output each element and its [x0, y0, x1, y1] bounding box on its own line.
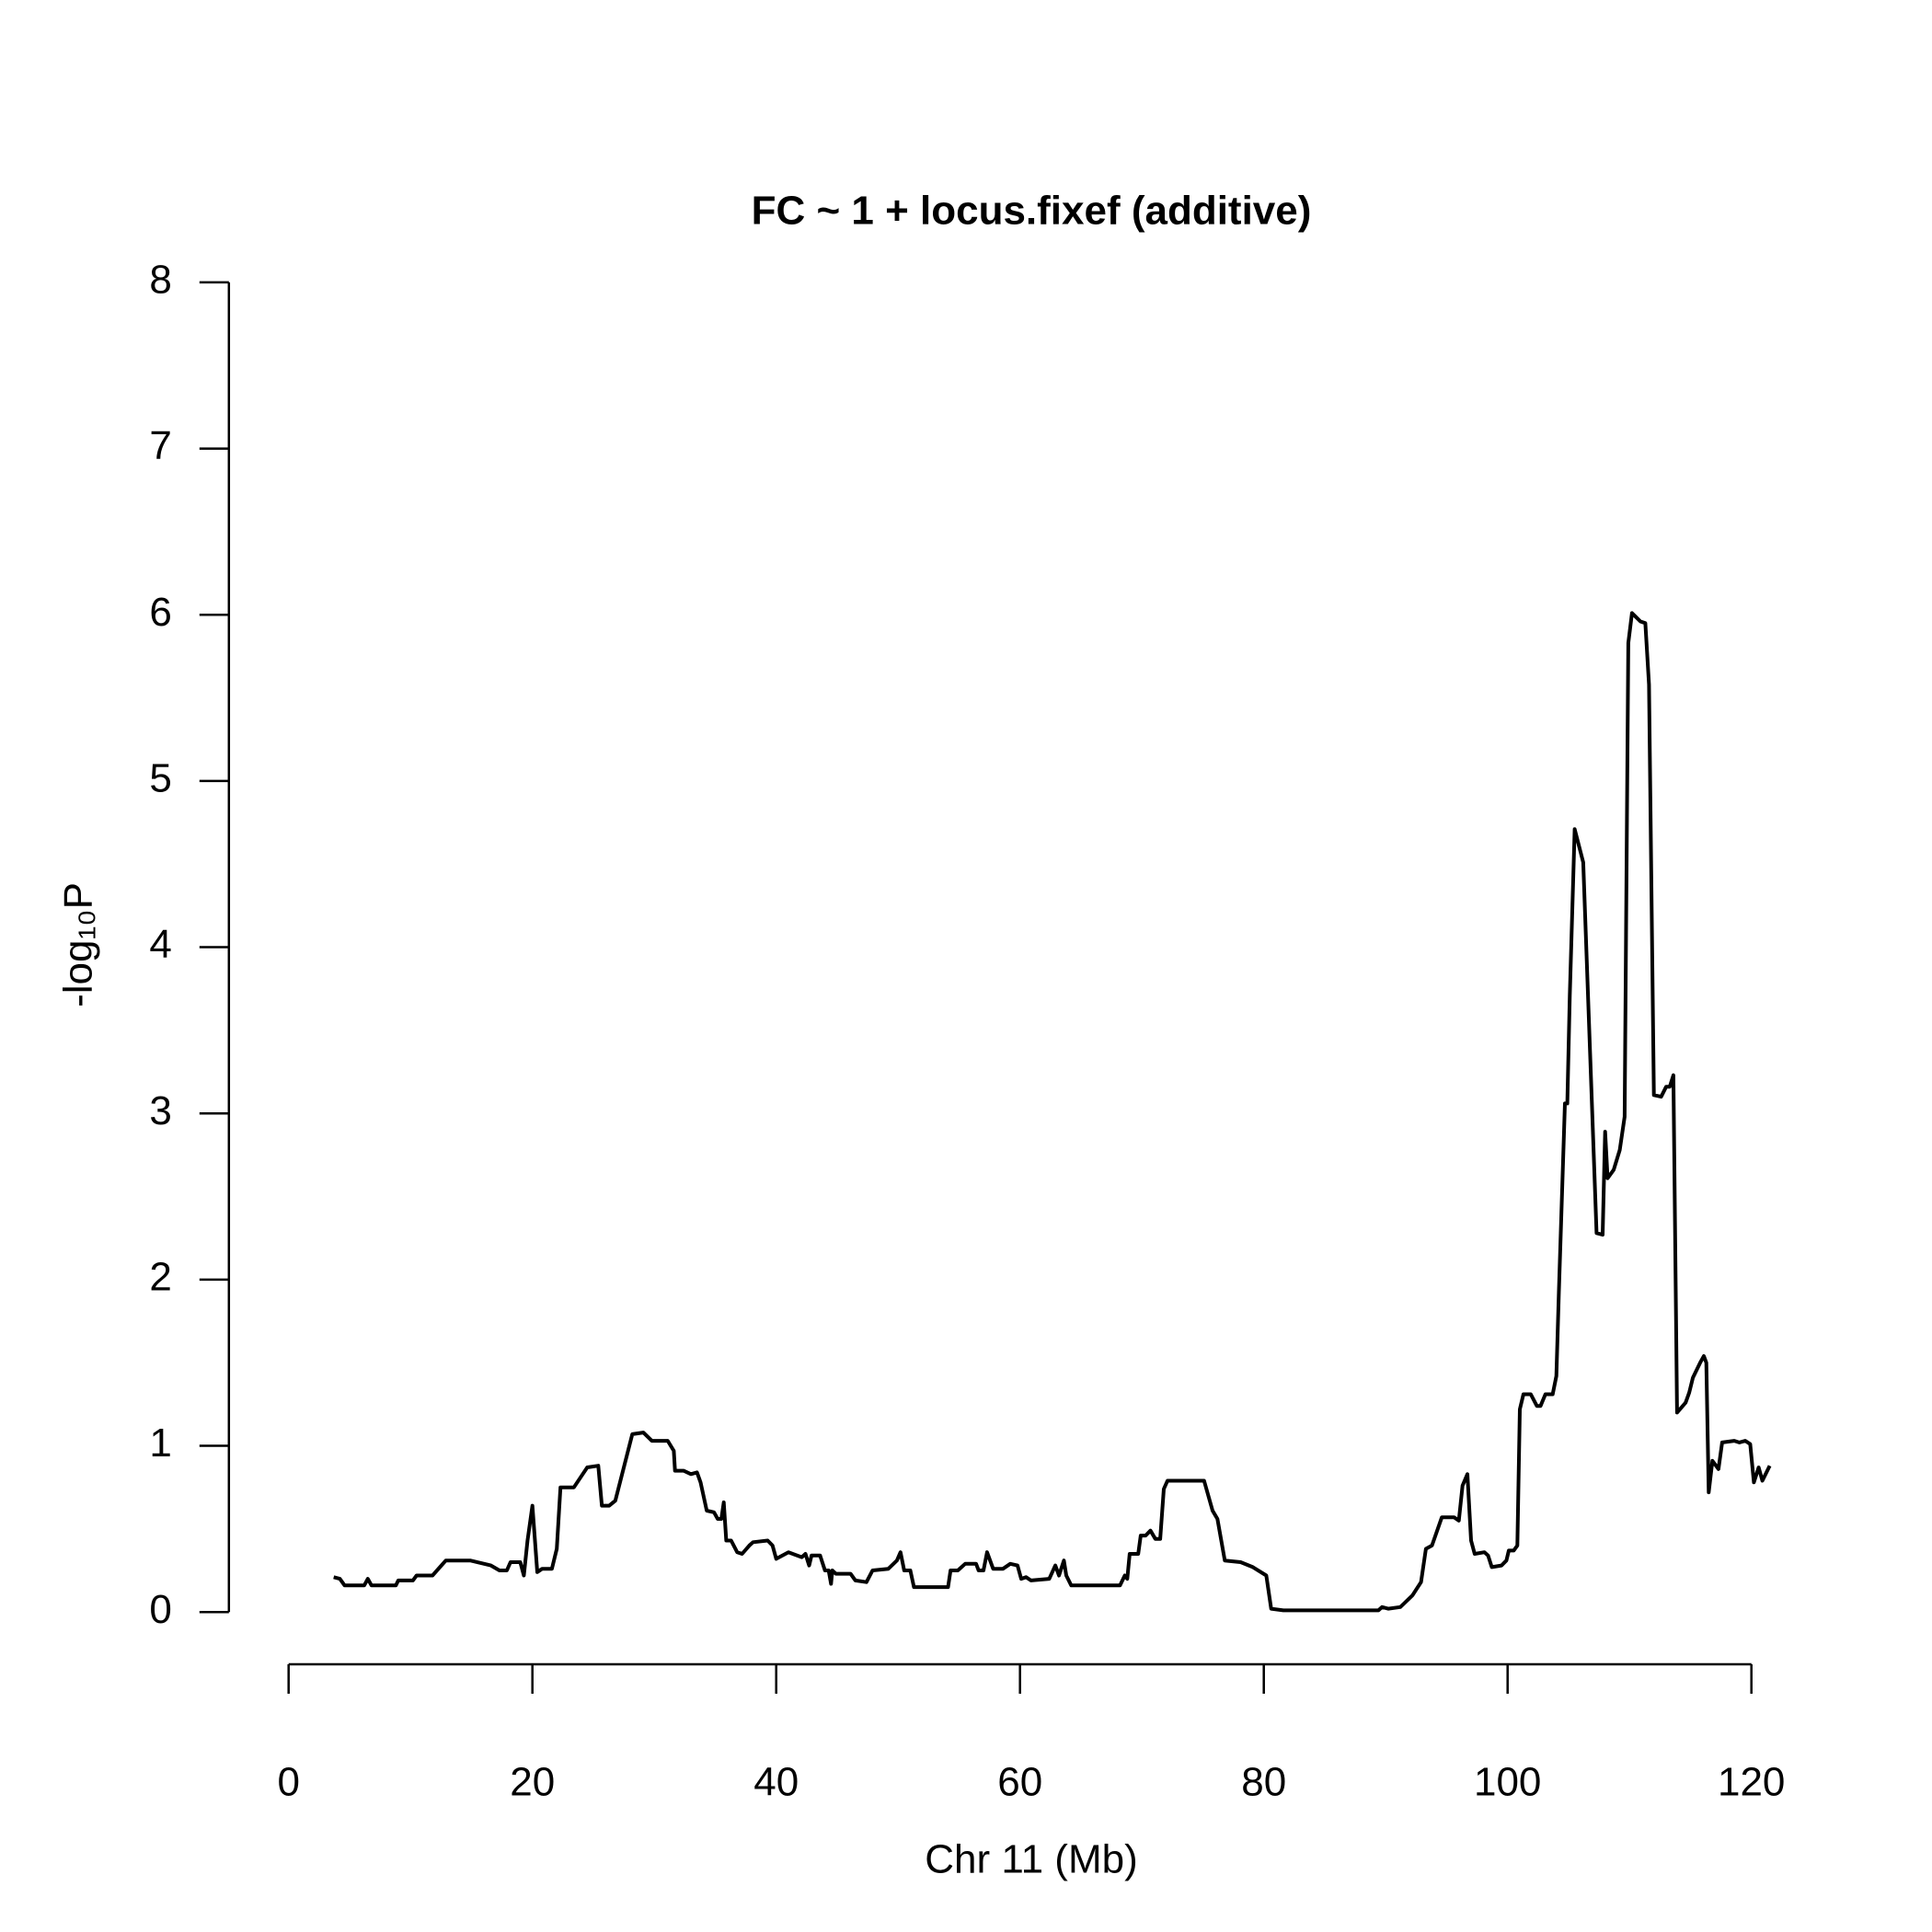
- y-tick-label: 7: [149, 423, 171, 468]
- y-tick-label: 4: [149, 922, 171, 967]
- x-axis-label: Chr 11 (Mb): [925, 1837, 1137, 1882]
- x-tick-label: 100: [1474, 1760, 1541, 1805]
- y-tick-label: 1: [149, 1420, 171, 1466]
- y-tick-label: 3: [149, 1088, 171, 1133]
- y-tick-label: 6: [149, 590, 171, 635]
- y-tick-label: 8: [149, 258, 171, 303]
- x-tick-label: 60: [997, 1760, 1042, 1805]
- y-axis-label: -log₁₀P: [56, 882, 101, 1007]
- x-tick-label: 20: [510, 1760, 555, 1805]
- x-tick-label: 120: [1718, 1760, 1785, 1805]
- y-tick-label: 0: [149, 1587, 171, 1632]
- x-tick-label: 40: [753, 1760, 799, 1805]
- x-tick-label: 0: [277, 1760, 299, 1805]
- chart-title: FC ~ 1 + locus.fixef (additive): [752, 189, 1312, 234]
- y-tick-label: 5: [149, 756, 171, 801]
- y-tick-label: 2: [149, 1255, 171, 1300]
- x-tick-label: 80: [1241, 1760, 1286, 1805]
- data-line: [333, 611, 1772, 1613]
